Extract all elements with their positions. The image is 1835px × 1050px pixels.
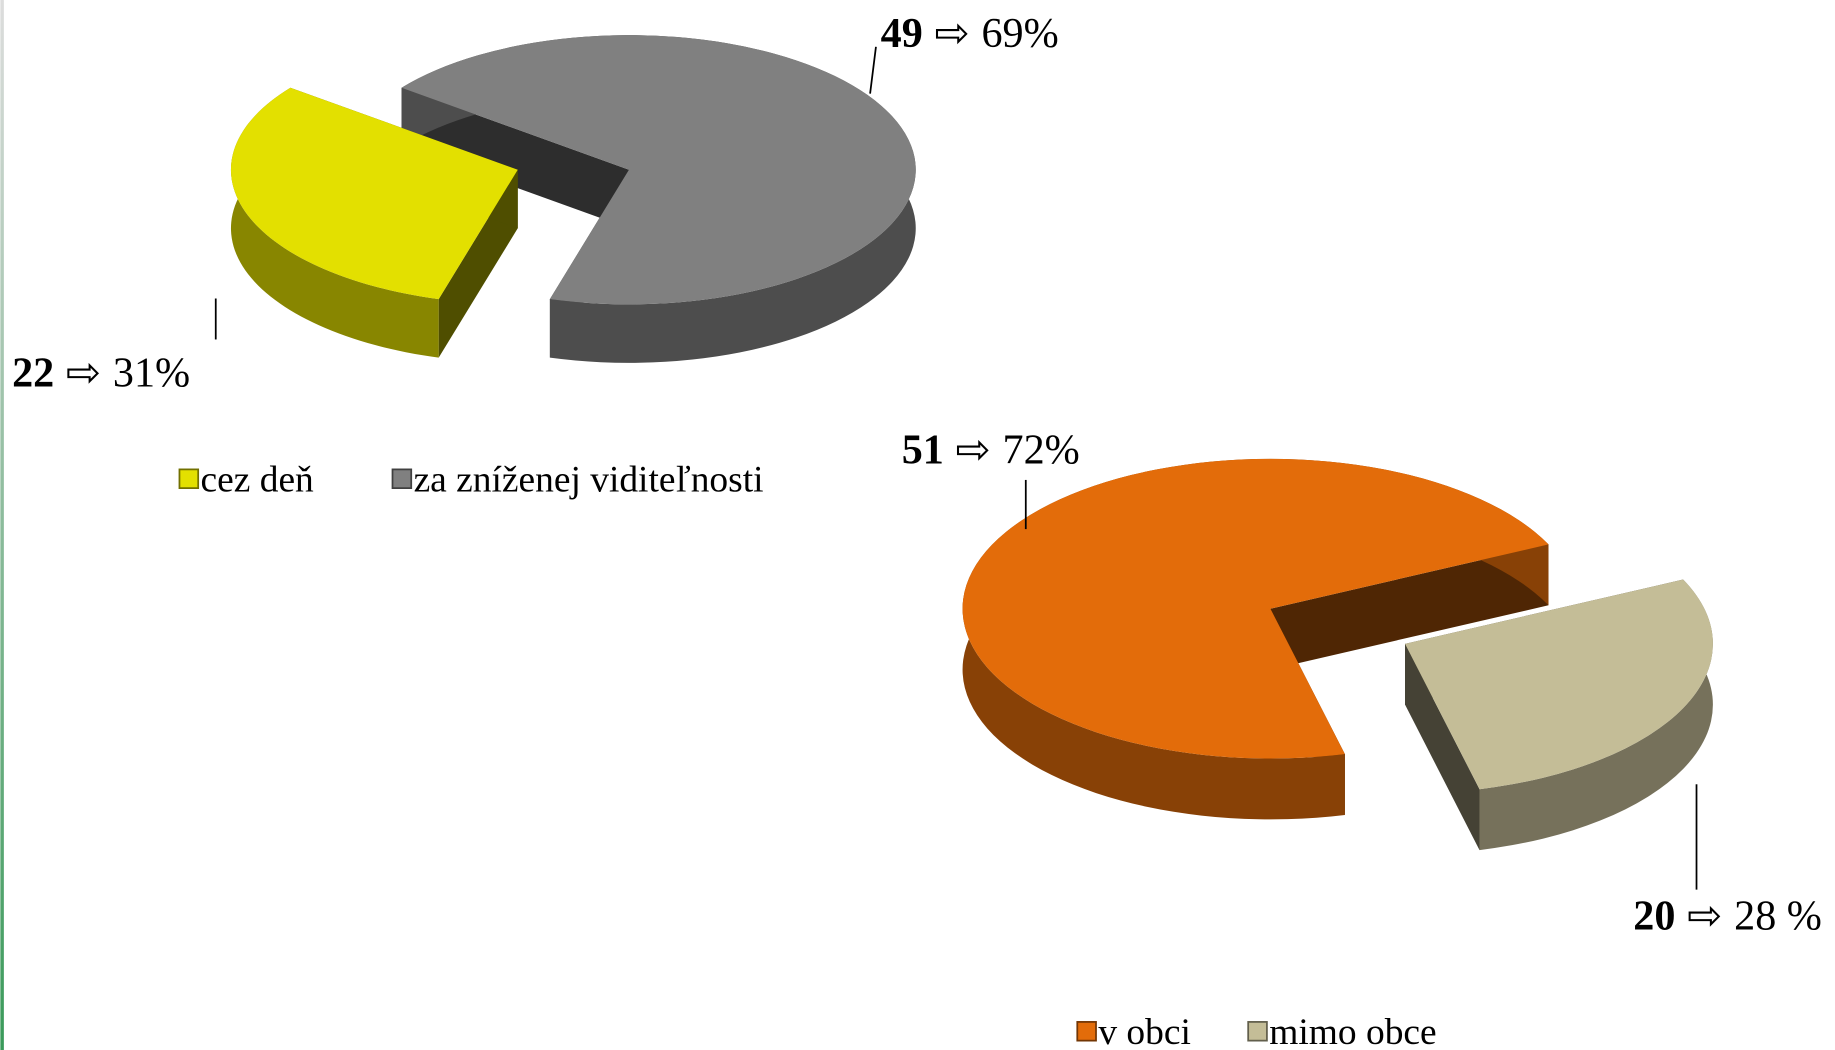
leader-line — [869, 46, 877, 94]
pie-slice — [230, 87, 518, 358]
label-arrow: ⇨ — [66, 349, 101, 396]
slice-top — [1405, 579, 1713, 790]
label-percent: 69% — [981, 10, 1058, 57]
edge-stripe — [0, 0, 4, 1050]
legend-label: cez deň — [201, 460, 315, 501]
pie-slice — [1405, 579, 1713, 851]
label-value: 20 — [1633, 892, 1675, 939]
slice-wall — [1270, 544, 1549, 670]
label-percent: 72% — [1003, 427, 1080, 474]
label-arrow: ⇨ — [1687, 892, 1722, 939]
label-arrow: ⇨ — [956, 427, 991, 474]
slice-top — [962, 458, 1549, 759]
slice-top — [401, 35, 916, 305]
data-label: 49 ⇨ 69% — [881, 10, 1059, 57]
label-value: 51 — [902, 427, 944, 474]
legend-label: za zníženej viditeľnosti — [414, 460, 764, 501]
label-value: 22 — [12, 349, 54, 396]
data-label: 51 ⇨ 72% — [902, 427, 1080, 474]
slice-wall — [401, 87, 629, 229]
legend-label: v obci — [1098, 1012, 1191, 1050]
slice-wall — [1405, 643, 1480, 851]
slice-side — [1479, 579, 1713, 851]
pie-slice — [962, 458, 1549, 820]
legend-marker — [178, 468, 200, 490]
label-percent: 28 % — [1734, 892, 1822, 939]
slice-side — [230, 87, 439, 358]
legend-marker — [391, 468, 413, 490]
label-percent: 31% — [113, 349, 190, 396]
legend-marker — [1247, 1021, 1268, 1042]
pie-slice — [401, 35, 916, 363]
data-label: 20 ⇨ 28 % — [1633, 892, 1822, 939]
label-value: 49 — [881, 10, 923, 57]
label-arrow: ⇨ — [934, 10, 969, 57]
slice-top — [230, 87, 518, 300]
legend-marker — [1076, 1021, 1097, 1042]
data-label: 22 ⇨ 31% — [12, 349, 190, 396]
legend-label: mimo obce — [1269, 1012, 1436, 1050]
